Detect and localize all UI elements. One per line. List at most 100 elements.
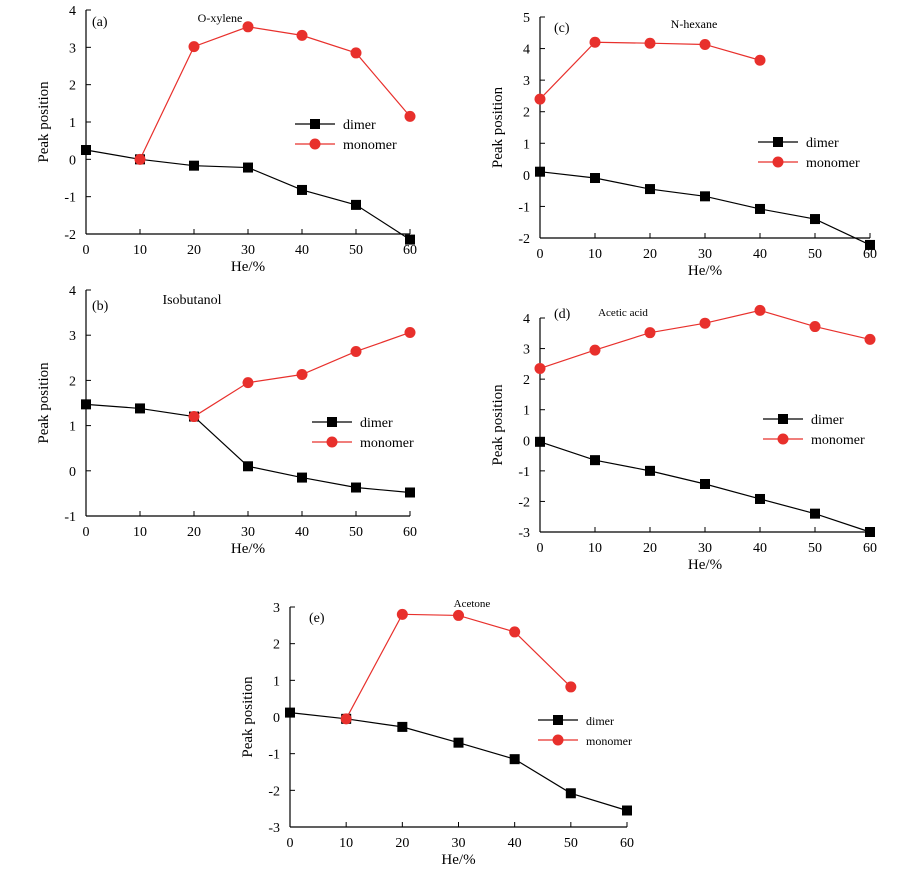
x-axis-label: He/% <box>231 541 265 557</box>
x-axis-label: He/% <box>231 259 265 275</box>
dimer-point <box>645 184 655 195</box>
legend-marker-dimer <box>327 417 337 427</box>
x-tick-label: 30 <box>241 243 255 258</box>
monomer-point <box>754 54 766 66</box>
chart-title: Acetone <box>454 598 491 610</box>
y-tick-label: 3 <box>523 74 530 89</box>
dimer-point <box>590 173 600 184</box>
legend-marker-dimer <box>778 414 788 424</box>
series-line-monomer <box>345 613 572 720</box>
x-axis-label: He/% <box>688 557 722 573</box>
x-tick-label: 10 <box>133 243 147 258</box>
dimer-point <box>622 805 632 816</box>
dimer-point <box>243 461 253 472</box>
y-axis-label: Peak position <box>36 81 52 163</box>
x-tick-label: 40 <box>295 525 309 540</box>
monomer-point <box>565 681 577 693</box>
x-tick-label: 0 <box>537 541 544 556</box>
y-tick-label: 2 <box>69 79 76 94</box>
y-tick-label: 2 <box>273 638 280 653</box>
y-tick-label: -1 <box>64 191 76 206</box>
dimer-point <box>81 399 91 410</box>
y-tick-label: 0 <box>69 465 76 480</box>
monomer-point <box>699 317 711 329</box>
chart-panel-b: -1 0 1 2 3 4 0 10 20 30 40 50 60 He/% Peak position (b)… <box>0 282 430 564</box>
x-tick-label: 50 <box>808 247 822 262</box>
monomer-point <box>453 609 464 621</box>
y-tick-label: 0 <box>69 153 76 168</box>
monomer-point <box>809 321 821 333</box>
y-tick-label: -3 <box>268 821 280 836</box>
monomer-point <box>404 326 416 338</box>
dimer-point <box>590 455 600 466</box>
y-tick-label: 4 <box>69 4 76 19</box>
y-tick-label: 5 <box>523 11 530 26</box>
dimer-point <box>397 721 408 732</box>
monomer-point <box>350 345 362 357</box>
y-axis-label: Peak position <box>36 362 52 444</box>
monomer-point <box>589 344 601 356</box>
y-tick-label: -1 <box>268 748 280 763</box>
x-tick-label: 60 <box>403 525 417 540</box>
x-tick-label: 10 <box>588 247 602 262</box>
y-tick-label: 1 <box>523 404 530 419</box>
dimer-point <box>755 493 765 504</box>
dimer-point <box>297 184 307 195</box>
x-tick-label: 40 <box>753 541 767 556</box>
x-tick-label: 30 <box>241 525 255 540</box>
monomer-point <box>188 411 200 423</box>
y-tick-label: 0 <box>273 711 280 726</box>
chart-panel-c: -2 -1 0 1 2 3 4 5 0 10 20 30 40 50 60 He/% Peak position… <box>458 0 902 298</box>
monomer-point <box>509 626 521 638</box>
legend-marker-dimer <box>773 137 783 147</box>
dimer-point <box>700 479 710 490</box>
x-tick-label: 0 <box>287 836 294 851</box>
chart-panel-a: -2 -1 0 1 2 3 4 0 10 20 30 40 50 60 He/% Peak position(… <box>0 0 430 282</box>
dimer-point <box>453 737 464 748</box>
panel-label: (d) <box>554 307 571 322</box>
dimer-point <box>297 472 307 483</box>
y-tick-label: -1 <box>64 510 76 525</box>
y-tick-label: 4 <box>523 43 530 58</box>
chart-title: Isobutanol <box>162 293 221 308</box>
legend-marker-dimer <box>553 715 563 725</box>
panel-label: (e) <box>309 611 325 626</box>
monomer-point <box>242 21 254 33</box>
y-axis-label: Peak position <box>240 676 256 758</box>
legend-label-dimer: dimer <box>343 118 376 133</box>
dimer-point <box>535 436 545 447</box>
panel-label: (b) <box>92 299 109 314</box>
chart-panel-d: -3 -2 -1 0 1 2 3 4 0 10 20 30 40 50 60 He/% Peak positio… <box>458 298 902 588</box>
x-tick-label: 20 <box>187 243 201 258</box>
monomer-point <box>404 110 416 122</box>
dimer-point <box>243 162 253 173</box>
legend-label-dimer: dimer <box>811 413 844 428</box>
legend-label-dimer: dimer <box>360 416 393 431</box>
chart-title: Acetic acid <box>598 307 648 319</box>
y-tick-label: 1 <box>69 420 76 435</box>
dimer-point <box>189 160 199 171</box>
x-tick-label: 10 <box>133 525 147 540</box>
x-axis-label: He/% <box>688 263 722 279</box>
y-tick-label: 0 <box>523 169 530 184</box>
x-tick-label: 40 <box>508 836 522 851</box>
x-tick-label: 20 <box>643 247 657 262</box>
monomer-point <box>296 29 308 41</box>
monomer-point <box>188 41 200 53</box>
x-tick-label: 60 <box>620 836 634 851</box>
y-tick-label: 1 <box>69 116 76 131</box>
dimer-point <box>645 465 655 476</box>
monomer-point <box>534 362 546 374</box>
monomer-point <box>589 36 601 48</box>
y-tick-label: 3 <box>69 329 76 344</box>
monomer-point <box>350 47 362 59</box>
y-tick-label: -1 <box>518 200 530 215</box>
y-tick-label: -1 <box>518 465 530 480</box>
y-tick-label: 2 <box>523 373 530 388</box>
dimer-point <box>865 527 875 537</box>
legend-label-dimer: dimer <box>586 714 614 728</box>
legend-label-monomer: monomer <box>586 734 632 748</box>
x-tick-label: 10 <box>339 836 353 851</box>
